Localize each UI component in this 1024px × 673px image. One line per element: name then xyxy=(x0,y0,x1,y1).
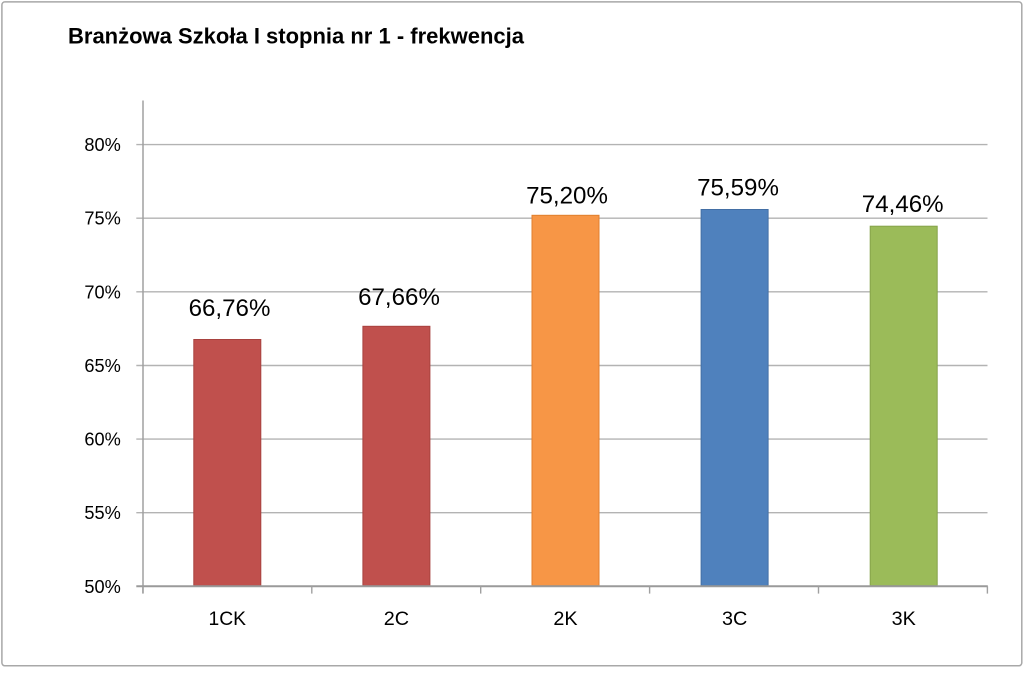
svg-text:55%: 55% xyxy=(84,503,120,523)
svg-text:70%: 70% xyxy=(84,282,120,302)
svg-text:74,46%: 74,46% xyxy=(862,191,944,218)
svg-text:3C: 3C xyxy=(722,608,747,630)
svg-text:66,76%: 66,76% xyxy=(189,295,271,322)
svg-text:2K: 2K xyxy=(553,608,577,630)
svg-text:80%: 80% xyxy=(84,135,120,155)
svg-text:75,59%: 75,59% xyxy=(697,174,779,201)
svg-text:75,20%: 75,20% xyxy=(526,183,608,210)
svg-text:75%: 75% xyxy=(84,209,120,229)
svg-text:67,66%: 67,66% xyxy=(358,284,440,311)
svg-text:60%: 60% xyxy=(84,430,120,450)
svg-text:65%: 65% xyxy=(84,356,120,376)
svg-text:Branżowa Szkoła I stopnia nr 1: Branżowa Szkoła I stopnia nr 1 - frekwen… xyxy=(68,23,525,48)
svg-text:50%: 50% xyxy=(84,577,120,597)
svg-text:2C: 2C xyxy=(384,608,409,630)
svg-text:1CK: 1CK xyxy=(209,608,247,630)
svg-text:3K: 3K xyxy=(892,608,916,630)
